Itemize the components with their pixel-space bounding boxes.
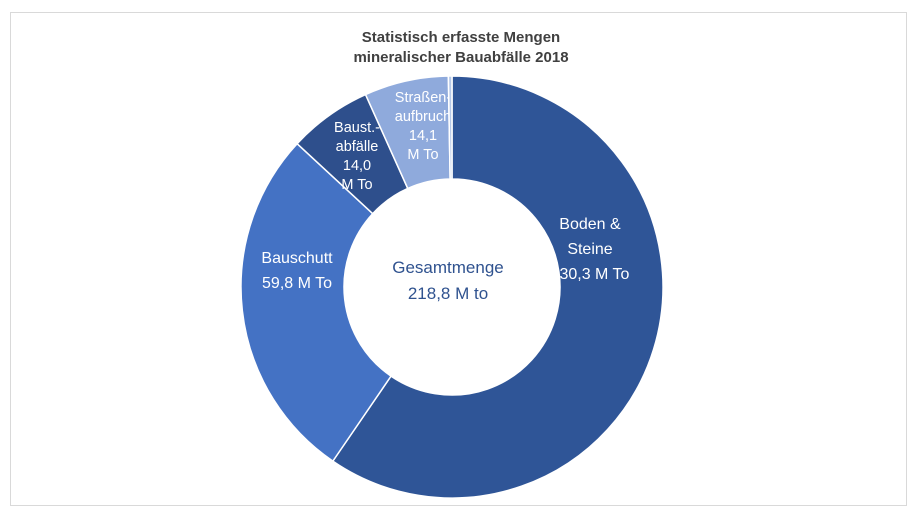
center-label-line: 218,8 M to: [408, 284, 488, 303]
slice-label-3: Straßen-aufbruch 14,1 M To: [395, 90, 452, 163]
donut-slice-1: [240, 142, 393, 463]
center-label-line: Gesamtmenge: [392, 258, 504, 277]
slice-label-2: Baust.- abfälle 14,0 M To: [334, 120, 380, 193]
slice-label-1: Bauschutt 59,8 M To: [261, 250, 333, 292]
slice-label-line: 59,8 M To: [262, 275, 332, 292]
slice-label-line: aufbruch: [395, 109, 451, 125]
slice-label-line: 14,0: [343, 158, 371, 174]
donut-slice-4: [447, 75, 453, 180]
center-label: Gesamtmenge 218,8 M to: [392, 258, 504, 303]
slice-label-0: Boden & Steine 130,3 M To: [551, 216, 630, 283]
chart-title-line-2: mineralischer Bauabfälle 2018: [353, 49, 569, 66]
chart-title: Statistisch erfasste Mengen mineralische…: [0, 28, 922, 68]
slice-label-line: Bauschutt: [261, 250, 333, 267]
slice-label-line: Steine: [567, 241, 612, 258]
slice-label-line: 14,1: [409, 128, 437, 144]
slice-label-line: M To: [341, 177, 372, 193]
slice-label-line: Baust.-: [334, 120, 380, 136]
donut-slice-0: [331, 75, 664, 499]
slice-label-line: M To: [407, 147, 438, 163]
chart-title-line-1: Statistisch erfasste Mengen: [361, 29, 561, 46]
slice-label-line: Straßen-: [395, 90, 452, 106]
slice-label-line: Boden &: [559, 216, 621, 233]
slice-label-line: abfälle: [336, 139, 379, 155]
slice-label-line: 130,3 M To: [551, 266, 630, 283]
